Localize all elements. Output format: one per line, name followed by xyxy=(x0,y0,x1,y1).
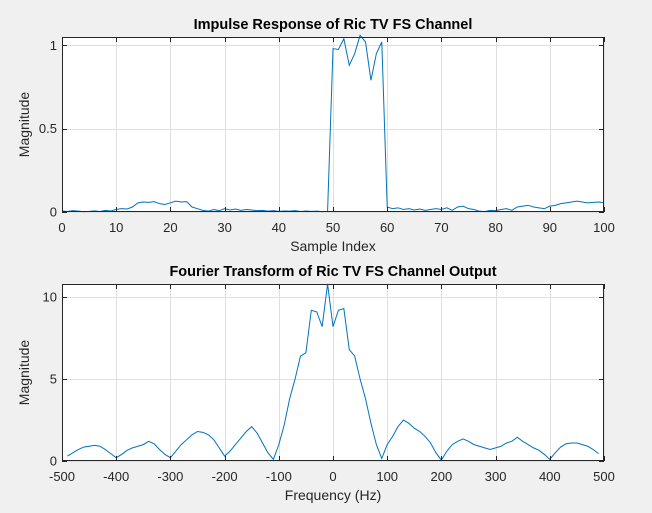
fourier-transform-x-tick-label: -100 xyxy=(266,469,292,484)
impulse-response-y-tick-label: 0 xyxy=(50,205,57,220)
impulse-response-series-line xyxy=(61,34,605,213)
impulse-response-x-tick-label: 40 xyxy=(272,220,286,235)
fourier-transform-x-tick-label: 0 xyxy=(329,469,336,484)
impulse-response-x-tick-label: 20 xyxy=(163,220,177,235)
fourier-transform-x-tick-label: -300 xyxy=(157,469,183,484)
impulse-response-x-tick-label: 30 xyxy=(217,220,231,235)
impulse-response-x-tick-label: 80 xyxy=(488,220,502,235)
impulse-response-ticks: 0 10 20 30 40 50 60 70 80 90 100 0 0.5 1 xyxy=(39,37,615,235)
fourier-transform-y-tick-label: 10 xyxy=(43,290,57,305)
impulse-response-y-tick-label: 0.5 xyxy=(39,121,57,136)
impulse-response-x-tick-label: 100 xyxy=(593,220,615,235)
impulse-response-x-tick-label: 0 xyxy=(58,220,65,235)
fourier-transform-series-line xyxy=(67,283,599,462)
fourier-transform-x-tick-label: -200 xyxy=(212,469,238,484)
impulse-response-x-tick-label: 50 xyxy=(326,220,340,235)
impulse-response-plot: 0 10 20 30 40 50 60 70 80 90 100 0 0.5 1 Impulse Resp… xyxy=(16,17,615,254)
fourier-transform-x-tick-label: -500 xyxy=(49,469,75,484)
fourier-transform-x-tick-label: 500 xyxy=(593,469,615,484)
fourier-transform-x-tick-label: -400 xyxy=(103,469,129,484)
fourier-transform-x-tick-label: 400 xyxy=(539,469,561,484)
fourier-transform-x-tick-label: 200 xyxy=(431,469,453,484)
impulse-response-x-tick-label: 90 xyxy=(543,220,557,235)
fourier-transform-y-axis-label: Magnitude xyxy=(16,340,32,406)
impulse-response-x-tick-label: 10 xyxy=(109,220,123,235)
fourier-transform-y-tick-label: 5 xyxy=(50,372,57,387)
fourier-transform-title: Fourier Transform of Ric TV FS Channel O… xyxy=(169,264,496,280)
impulse-response-grid xyxy=(62,37,605,213)
fourier-transform-grid xyxy=(62,284,605,462)
fourier-transform-x-axis-label: Frequency (Hz) xyxy=(285,487,381,503)
impulse-response-x-tick-label: 70 xyxy=(434,220,448,235)
fourier-transform-ticks: -500 -400 -300 -200 -100 0 100 200 300 400 500 0 5 10 xyxy=(43,284,615,484)
impulse-response-y-tick-label: 1 xyxy=(50,38,57,53)
fourier-transform-x-tick-label: 100 xyxy=(376,469,398,484)
impulse-response-x-tick-label: 60 xyxy=(380,220,394,235)
impulse-response-title: Impulse Response of Ric TV FS Channel xyxy=(194,17,473,33)
fourier-transform-y-tick-label: 0 xyxy=(50,454,57,469)
impulse-response-x-axis-label: Sample Index xyxy=(290,238,376,254)
fourier-transform-x-tick-label: 300 xyxy=(485,469,507,484)
fourier-transform-plot: -500 -400 -300 -200 -100 0 100 200 300 400 500 0 5 10… xyxy=(16,264,615,503)
impulse-response-y-axis-label: Magnitude xyxy=(16,92,32,158)
